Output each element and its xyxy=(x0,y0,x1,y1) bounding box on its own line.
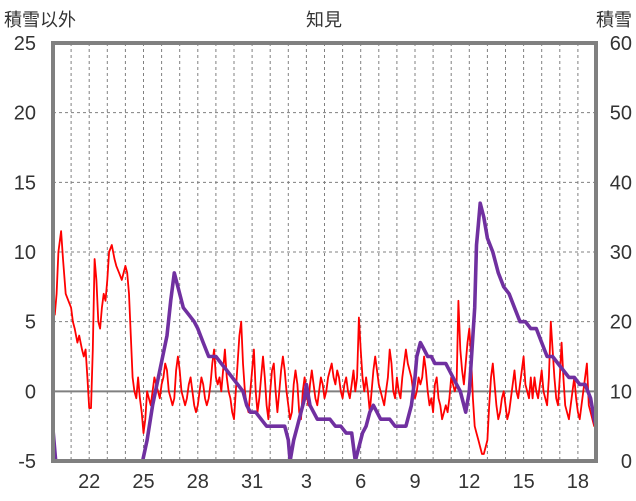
x-tick-label: 15 xyxy=(512,471,534,493)
x-tick-label: 31 xyxy=(241,471,263,493)
right-axis-ticks: 0 10 20 30 40 50 60 xyxy=(610,33,632,473)
x-tick-label: 9 xyxy=(409,471,420,493)
series-layer xyxy=(53,201,596,461)
right-tick-label: 10 xyxy=(610,381,632,403)
x-tick-label: 22 xyxy=(78,471,100,493)
temperature-line xyxy=(53,230,596,455)
x-tick-label: 3 xyxy=(301,471,312,493)
left-tick-label: 25 xyxy=(14,33,36,55)
right-tick-label: 0 xyxy=(621,451,632,473)
right-tick-label: 50 xyxy=(610,103,632,125)
x-tick-label: 18 xyxy=(567,471,589,493)
left-tick-label: 0 xyxy=(25,381,36,403)
right-tick-label: 40 xyxy=(610,172,632,194)
x-axis-ticks: 22 25 28 31 3 6 9 12 15 18 xyxy=(78,471,589,493)
x-tick-label: 6 xyxy=(355,471,366,493)
right-axis-title: 積雪 xyxy=(596,10,632,30)
left-tick-label: 5 xyxy=(25,312,36,334)
left-tick-label: 15 xyxy=(14,172,36,194)
left-axis-title: 積雪以外 xyxy=(4,10,76,30)
chart-title: 知見 xyxy=(306,10,342,30)
right-tick-label: 20 xyxy=(610,312,632,334)
snow-depth-line xyxy=(53,201,596,461)
plot-frame xyxy=(51,41,598,463)
left-axis-ticks: -5 0 5 10 15 20 25 xyxy=(14,33,36,473)
left-tick-label: 10 xyxy=(14,242,36,264)
right-tick-label: 30 xyxy=(610,242,632,264)
x-tick-label: 25 xyxy=(132,471,154,493)
right-tick-label: 60 xyxy=(610,33,632,55)
x-tick-label: 28 xyxy=(187,471,209,493)
left-tick-label: -5 xyxy=(18,451,36,473)
x-tick-label: 12 xyxy=(458,471,480,493)
left-tick-label: 20 xyxy=(14,103,36,125)
